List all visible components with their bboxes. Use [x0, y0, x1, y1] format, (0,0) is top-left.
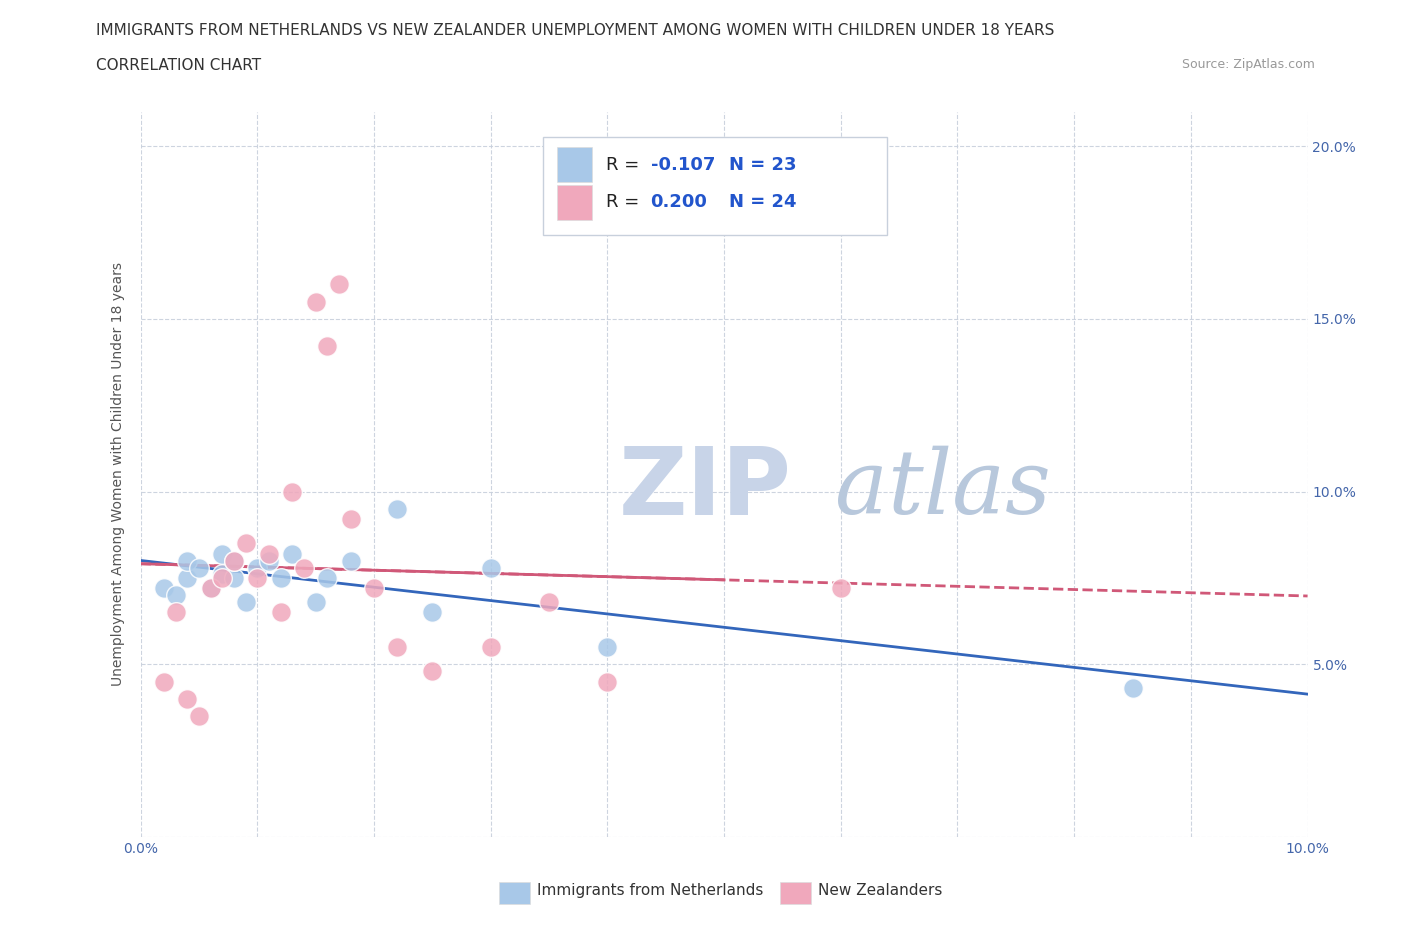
Point [257, 546, 280, 561]
Text: N = 24: N = 24 [728, 193, 796, 211]
Y-axis label: Unemployment Among Women with Children Under 18 years: Unemployment Among Women with Children U… [111, 262, 125, 686]
Point [222, 553, 245, 568]
Point [363, 581, 385, 596]
Point [257, 553, 280, 568]
Point [1122, 681, 1144, 696]
Point [328, 277, 350, 292]
Point [176, 691, 198, 706]
Point [339, 553, 361, 568]
Text: ZIP: ZIP [619, 443, 792, 535]
Text: Immigrants from Netherlands: Immigrants from Netherlands [537, 884, 763, 898]
Point [235, 594, 257, 609]
Point [270, 605, 292, 620]
Point [222, 553, 245, 568]
Point [538, 594, 561, 609]
Point [211, 570, 233, 585]
Point [479, 640, 502, 655]
Point [281, 546, 304, 561]
Point [153, 674, 176, 689]
Point [339, 512, 361, 526]
Text: CORRELATION CHART: CORRELATION CHART [96, 58, 260, 73]
Point [246, 560, 269, 575]
Text: IMMIGRANTS FROM NETHERLANDS VS NEW ZEALANDER UNEMPLOYMENT AMONG WOMEN WITH CHILD: IMMIGRANTS FROM NETHERLANDS VS NEW ZEALA… [96, 23, 1054, 38]
Text: Source: ZipAtlas.com: Source: ZipAtlas.com [1181, 58, 1315, 71]
FancyBboxPatch shape [543, 137, 887, 235]
Point [830, 581, 852, 596]
Point [596, 640, 619, 655]
Point [211, 567, 233, 582]
Point [316, 570, 339, 585]
Text: 0.200: 0.200 [651, 193, 707, 211]
FancyBboxPatch shape [557, 147, 592, 182]
Point [188, 709, 211, 724]
Point [176, 570, 198, 585]
Text: New Zealanders: New Zealanders [818, 884, 942, 898]
Text: atlas: atlas [835, 445, 1050, 532]
Point [305, 594, 328, 609]
Point [153, 581, 176, 596]
Text: R =: R = [606, 155, 645, 174]
Point [165, 605, 187, 620]
FancyBboxPatch shape [557, 185, 592, 219]
Point [387, 640, 409, 655]
Point [200, 581, 222, 596]
Point [188, 560, 211, 575]
Point [387, 501, 409, 516]
Point [211, 546, 233, 561]
Point [176, 553, 198, 568]
Text: N = 23: N = 23 [728, 155, 796, 174]
Point [235, 536, 257, 551]
Point [200, 581, 222, 596]
Point [316, 339, 339, 354]
Point [596, 674, 619, 689]
Text: R =: R = [606, 193, 645, 211]
Point [281, 485, 304, 499]
Point [479, 560, 502, 575]
Point [422, 605, 444, 620]
Point [222, 570, 245, 585]
Point [305, 294, 328, 309]
Point [165, 588, 187, 603]
Point [422, 664, 444, 679]
Point [270, 570, 292, 585]
Point [292, 560, 315, 575]
Point [246, 570, 269, 585]
Text: -0.107: -0.107 [651, 155, 714, 174]
